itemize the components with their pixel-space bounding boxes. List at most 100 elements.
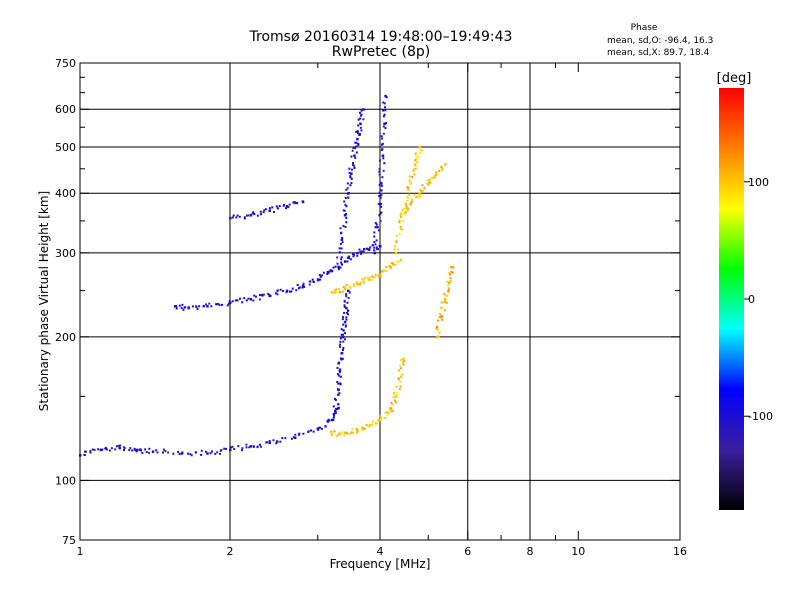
- data-point-fill: [381, 176, 383, 178]
- data-point-fill: [101, 449, 103, 451]
- data-point-fill: [247, 298, 249, 300]
- data-point-fill: [260, 213, 262, 215]
- data-point: [400, 226, 403, 229]
- data-point-fill: [341, 334, 343, 336]
- data-point-fill: [385, 122, 387, 124]
- data-point-fill: [334, 430, 336, 432]
- data-point-fill: [344, 300, 346, 302]
- data-point-fill: [357, 132, 359, 134]
- data-point-fill: [386, 411, 388, 413]
- data-point-fill: [303, 286, 305, 288]
- data-point-fill: [342, 291, 344, 293]
- data-point-fill: [244, 216, 246, 218]
- data-point-fill: [349, 285, 351, 287]
- data-point-fill: [351, 428, 353, 430]
- data-point-fill: [327, 272, 329, 274]
- data-point-fill: [373, 231, 375, 233]
- data-point-fill: [292, 288, 294, 290]
- data-point-fill: [350, 182, 352, 184]
- data-point-fill: [283, 204, 285, 206]
- data-point-fill: [347, 182, 349, 184]
- data-point-fill: [367, 425, 369, 427]
- legend-o-stats: mean, sd,O: -96.4, 16.3: [607, 36, 713, 46]
- data-point-fill: [203, 305, 205, 307]
- data-point-fill: [411, 176, 413, 178]
- data-point: [418, 146, 421, 149]
- data-point-fill: [269, 207, 271, 209]
- data-point-fill: [343, 312, 345, 314]
- data-point-fill: [350, 258, 352, 260]
- data-point-fill: [379, 174, 381, 176]
- data-point-fill: [396, 392, 398, 394]
- data-point-fill: [399, 219, 401, 221]
- data-point-fill: [381, 189, 383, 191]
- data-point-fill: [313, 431, 315, 433]
- data-point-fill: [446, 281, 448, 283]
- data-point-fill: [339, 346, 341, 348]
- data-point: [206, 452, 209, 455]
- data-point-fill: [383, 162, 385, 164]
- data-point-fill: [341, 247, 343, 249]
- data-point-fill: [440, 307, 442, 309]
- data-point-fill: [214, 453, 216, 455]
- y-tick-label: 500: [55, 141, 76, 154]
- data-point-fill: [144, 448, 146, 450]
- data-point-fill: [381, 271, 383, 273]
- colorbar-ticks: -1000100: [744, 176, 773, 423]
- data-point-fill: [365, 424, 367, 426]
- data-point-fill: [355, 145, 357, 147]
- data-point-fill: [128, 449, 130, 451]
- data-point-fill: [403, 360, 405, 362]
- data-point-fill: [348, 255, 350, 257]
- data-point-fill: [398, 378, 400, 380]
- data-point-fill: [334, 292, 336, 294]
- data-point-fill: [211, 451, 213, 453]
- data-point: [268, 209, 271, 212]
- data-point-fill: [363, 281, 365, 283]
- data-point-fill: [450, 277, 452, 279]
- data-point: [356, 252, 359, 255]
- data-point-fill: [345, 316, 347, 318]
- data-point-fill: [340, 232, 342, 234]
- data-point-fill: [361, 278, 363, 280]
- y-tick-label: 200: [55, 331, 76, 344]
- data-point-fill: [373, 247, 375, 249]
- data-point-fill: [416, 161, 418, 163]
- data-point-fill: [345, 205, 347, 207]
- data-point: [344, 321, 347, 324]
- data-point-fill: [241, 301, 243, 303]
- grid: [80, 63, 680, 540]
- data-point-fill: [371, 424, 373, 426]
- data-point-fill: [273, 439, 275, 441]
- data-point-fill: [389, 407, 391, 409]
- data-point-fill: [392, 410, 394, 412]
- data-point-fill: [447, 284, 449, 286]
- data-point-fill: [348, 433, 350, 435]
- data-point-fill: [179, 453, 181, 455]
- data-point-fill: [417, 159, 419, 161]
- data-point-fill: [448, 287, 450, 289]
- data-point-fill: [338, 363, 340, 365]
- data-point-fill: [379, 192, 381, 194]
- data-point-fill: [260, 446, 262, 448]
- data-point-fill: [353, 283, 355, 285]
- x-axis-label: Frequency [MHz]: [330, 557, 431, 571]
- data-point-fill: [359, 283, 361, 285]
- data-point-fill: [357, 124, 359, 126]
- data-point-fill: [309, 284, 311, 286]
- data-point-fill: [400, 359, 402, 361]
- data-point-fill: [338, 266, 340, 268]
- data-point-fill: [335, 266, 337, 268]
- data-point-fill: [302, 433, 304, 435]
- data-point-fill: [342, 324, 344, 326]
- data-point-fill: [446, 302, 448, 304]
- data-point-fill: [192, 305, 194, 307]
- data-point-fill: [297, 284, 299, 286]
- data-point-fill: [255, 296, 257, 298]
- data-point-fill: [375, 274, 377, 276]
- data-point-fill: [182, 309, 184, 311]
- data-point-fill: [296, 202, 298, 204]
- data-point-fill: [341, 256, 343, 258]
- data-point-fill: [360, 123, 362, 125]
- data-point-fill: [336, 408, 338, 410]
